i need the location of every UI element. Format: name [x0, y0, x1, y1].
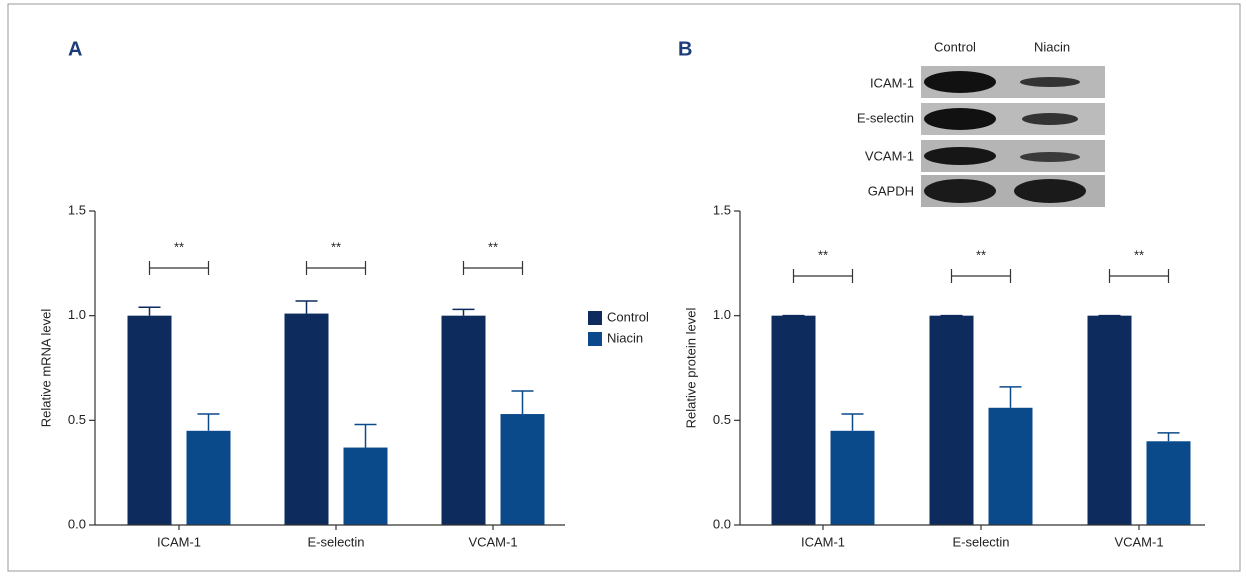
error-bar [355, 425, 377, 448]
legend-swatch [588, 311, 602, 325]
significance-label: ** [331, 239, 341, 254]
bar [831, 431, 875, 525]
significance-bracket [307, 261, 366, 275]
error-bar [1000, 387, 1022, 408]
blot-row-label: ICAM-1 [870, 75, 914, 90]
bar [1147, 441, 1191, 525]
figure: A B Control Niacin ICAM-1 E-selectin VCAM-1 G… [0, 0, 1246, 579]
blot-image [921, 66, 1105, 207]
error-bar [139, 307, 161, 315]
x-tick-label: VCAM-1 [468, 534, 517, 549]
bar [930, 316, 974, 525]
significance-label: ** [1134, 247, 1144, 262]
error-bar [842, 414, 864, 431]
bar [187, 431, 231, 525]
bar [344, 448, 388, 525]
y-tick-label: 0.5 [68, 412, 86, 427]
significance-bracket [952, 269, 1011, 283]
y-tick-label: 1.0 [68, 307, 86, 322]
blot-row-label: E-selectin [857, 110, 914, 125]
significance-label: ** [976, 247, 986, 262]
y-axis-label: Relative protein level [683, 308, 698, 429]
legend-label: Control [607, 309, 649, 324]
error-bar [296, 301, 318, 314]
error-bar [512, 391, 534, 414]
bar [989, 408, 1033, 525]
bar [128, 316, 172, 525]
significance-bracket [464, 261, 523, 275]
blot-row-label: GAPDH [868, 183, 914, 198]
bar [501, 414, 545, 525]
y-tick-label: 1.5 [68, 202, 86, 217]
error-bar [198, 414, 220, 431]
bar [1088, 316, 1132, 525]
x-tick-label: VCAM-1 [1114, 534, 1163, 549]
bar [772, 316, 816, 525]
significance-label: ** [488, 239, 498, 254]
panel-label: B [678, 38, 692, 60]
legend-swatch [588, 332, 602, 346]
y-tick-label: 0.0 [713, 516, 731, 531]
blot-column-label: Control [934, 39, 976, 54]
x-tick-label: ICAM-1 [157, 534, 201, 549]
x-tick-label: ICAM-1 [801, 534, 845, 549]
significance-bracket [150, 261, 209, 275]
significance-label: ** [174, 239, 184, 254]
error-bar [1158, 433, 1180, 441]
y-tick-label: 0.5 [713, 412, 731, 427]
blot-row-label: VCAM-1 [865, 148, 914, 163]
bar [285, 314, 329, 525]
panel-label: A [68, 38, 82, 60]
y-tick-label: 1.5 [713, 202, 731, 217]
significance-label: ** [818, 247, 828, 262]
y-axis-label: Relative mRNA level [38, 309, 53, 428]
bar [442, 316, 486, 525]
error-bar [453, 309, 475, 315]
blot-column-label: Niacin [1034, 39, 1070, 54]
y-tick-label: 0.0 [68, 516, 86, 531]
significance-bracket [1110, 269, 1169, 283]
y-tick-label: 1.0 [713, 307, 731, 322]
legend-label: Niacin [607, 330, 643, 345]
x-tick-label: E-selectin [307, 534, 364, 549]
significance-bracket [794, 269, 853, 283]
x-tick-label: E-selectin [952, 534, 1009, 549]
